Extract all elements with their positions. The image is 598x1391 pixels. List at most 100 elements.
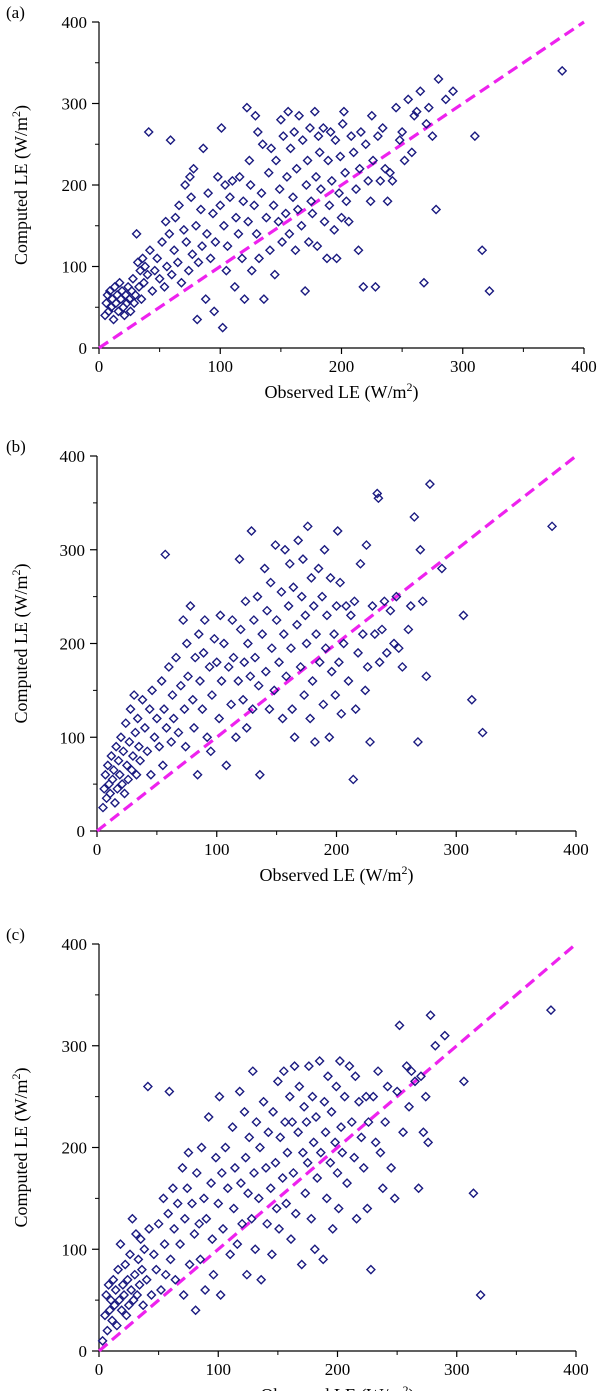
data-point: [205, 746, 216, 757]
x-axis-label-text: Observed LE (W/m: [260, 865, 402, 886]
data-point: [312, 241, 323, 252]
data-point: [280, 1117, 291, 1128]
data-point: [104, 1305, 115, 1316]
data-point: [194, 1218, 205, 1229]
data-point: [363, 1117, 374, 1128]
data-point: [224, 192, 235, 203]
data-point: [117, 1279, 128, 1290]
data-point: [436, 563, 447, 574]
data-point: [141, 1274, 152, 1285]
data-point: [101, 793, 112, 804]
data-point: [218, 638, 229, 649]
data-point: [225, 1249, 236, 1260]
data-point: [199, 615, 210, 626]
data-point: [327, 1223, 338, 1234]
data-point: [154, 273, 165, 284]
y-tick-label: 100: [62, 258, 88, 277]
x-tick-label: 400: [563, 840, 589, 859]
data-point: [247, 1066, 258, 1077]
data-point: [205, 253, 216, 264]
data-point: [198, 647, 209, 658]
data-point: [277, 237, 288, 248]
data-point: [187, 249, 198, 260]
data-point: [169, 245, 180, 256]
data-point: [131, 228, 142, 239]
data-point: [174, 200, 185, 211]
data-point: [111, 741, 122, 752]
y-tick-label: 0: [77, 822, 86, 841]
data-point: [215, 610, 226, 621]
data-point: [424, 479, 435, 490]
data-point: [186, 192, 197, 203]
data-point: [201, 1213, 212, 1224]
data-point: [148, 1249, 159, 1260]
data-point: [423, 102, 434, 113]
data-point: [196, 1142, 207, 1153]
data-point: [172, 1198, 183, 1209]
x-axis-label: Observed LE (W/m2): [261, 1383, 415, 1391]
data-point: [160, 1269, 171, 1280]
data-point: [229, 1162, 240, 1173]
data-point: [226, 699, 237, 710]
data-point: [107, 774, 118, 785]
data-point: [290, 1208, 301, 1219]
data-point: [121, 1310, 132, 1321]
data-point: [271, 155, 282, 166]
data-point: [341, 196, 352, 207]
y-axis-label: Computed LE (W/m2): [9, 1068, 32, 1228]
data-point: [127, 751, 138, 761]
data-point: [343, 676, 354, 686]
data-point: [172, 257, 183, 268]
data-point: [206, 1178, 217, 1189]
data-point: [375, 1147, 386, 1158]
data-point: [307, 208, 318, 219]
data-point: [260, 666, 271, 677]
y-tick-label: 300: [60, 541, 86, 560]
data-point: [466, 694, 477, 705]
data-point: [288, 192, 298, 203]
data-point: [302, 521, 313, 532]
data-point: [265, 1183, 276, 1194]
data-point: [265, 577, 276, 588]
data-point: [231, 212, 242, 223]
data-point: [350, 1071, 361, 1082]
data-point: [284, 558, 295, 569]
data-point: [203, 188, 214, 199]
data-point: [325, 127, 336, 138]
data-point: [214, 1091, 225, 1102]
data-point: [116, 1305, 127, 1316]
data-point: [291, 163, 302, 174]
data-point: [123, 1300, 134, 1311]
data-point: [120, 1259, 131, 1270]
data-point: [253, 680, 264, 691]
data-point: [417, 596, 428, 607]
data-point: [218, 220, 229, 231]
data-point: [358, 1162, 369, 1173]
data-point: [234, 554, 245, 565]
data-point: [295, 661, 306, 672]
data-point: [264, 245, 275, 256]
data-point: [250, 110, 261, 121]
y-axis-label: Computed LE (W/m2): [9, 105, 32, 265]
data-point: [289, 732, 300, 743]
data-point: [216, 122, 227, 133]
data-point: [330, 135, 341, 146]
chart-panel-3: 0 100 200 300 400 0 100 200 300 400 (c) Observed LE…: [6, 925, 589, 1391]
data-point: [188, 163, 199, 174]
data-point: [320, 643, 331, 654]
data-point: [365, 1264, 376, 1275]
data-point: [401, 1061, 412, 1072]
data-point: [181, 638, 192, 649]
data-point: [282, 1147, 293, 1158]
data-point: [321, 610, 332, 621]
data-point: [170, 1274, 181, 1285]
data-point: [246, 265, 257, 276]
data-point: [469, 131, 480, 142]
data-point: [357, 629, 368, 640]
data-point: [248, 615, 259, 626]
data-point: [468, 1188, 479, 1199]
data-point: [151, 1264, 162, 1275]
data-point: [309, 106, 320, 117]
data-point: [198, 1193, 209, 1204]
